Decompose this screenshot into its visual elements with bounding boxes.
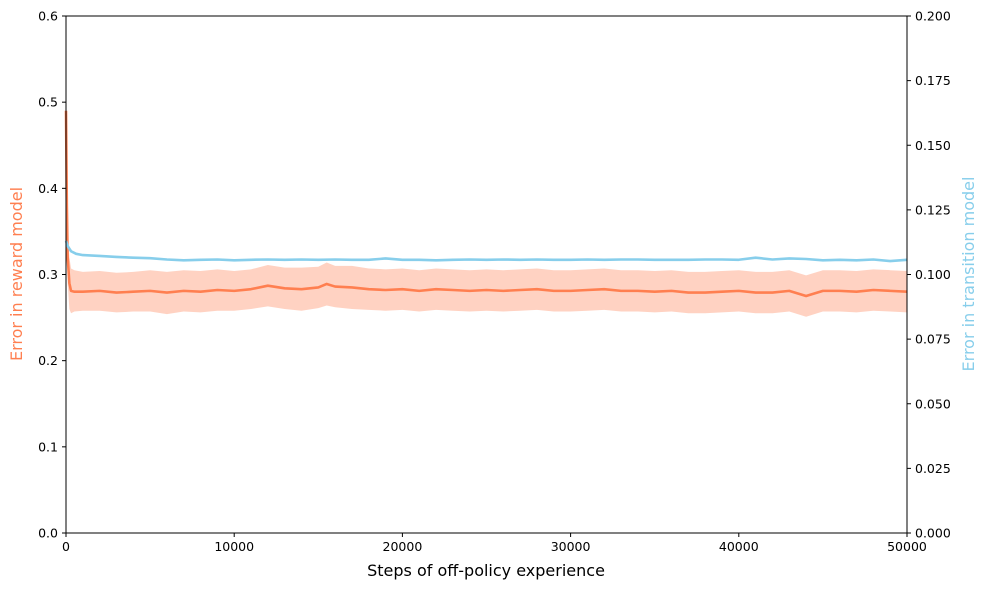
y-right-tick-label: 0.100	[915, 267, 951, 282]
y-right-tick-label: 0.175	[915, 73, 951, 88]
y-left-axis-label: Error in reward model	[7, 187, 26, 361]
y-left-tick-label: 0.3	[38, 267, 58, 282]
y-left-tick-label: 0.5	[38, 95, 58, 110]
y-right-tick-label: 0.200	[915, 9, 951, 24]
x-tick-label: 50000	[887, 539, 927, 554]
x-tick-label: 20000	[383, 539, 423, 554]
y-right-tick-label: 0.025	[915, 461, 951, 476]
y-left-ticks: 0.0 0.1 0.2 0.3 0.4 0.5 0.6	[38, 9, 66, 541]
y-right-tick-label: 0.000	[915, 526, 951, 541]
y-right-axis-label: Error in transition model	[959, 177, 978, 372]
y-left-tick-label: 0.4	[38, 181, 58, 196]
y-right-tick-label: 0.075	[915, 332, 951, 347]
y-right-tick-label: 0.150	[915, 138, 951, 153]
y-left-tick-label: 0.0	[38, 526, 58, 541]
x-tick-label: 0	[62, 539, 70, 554]
y-left-tick-label: 0.2	[38, 353, 58, 368]
x-ticks: 0 10000 20000 30000 40000 50000	[62, 533, 927, 554]
x-tick-label: 10000	[214, 539, 254, 554]
y-left-tick-label: 0.6	[38, 9, 58, 24]
x-tick-label: 40000	[719, 539, 759, 554]
y-right-tick-label: 0.125	[915, 202, 951, 217]
x-tick-label: 30000	[551, 539, 591, 554]
series-layer	[64, 110, 908, 298]
transition-error-line	[64, 240, 908, 263]
x-axis-label: Steps of off-policy experience	[367, 561, 605, 580]
y-right-tick-label: 0.050	[915, 396, 951, 411]
reward-error-line	[64, 110, 908, 298]
reward-error-band	[66, 93, 907, 317]
reward-band-layer	[66, 93, 907, 317]
y-right-ticks: 0.000 0.025 0.050 0.075 0.100 0.125 0.150 0.175…	[907, 9, 951, 541]
y-left-tick-label: 0.1	[38, 439, 58, 454]
